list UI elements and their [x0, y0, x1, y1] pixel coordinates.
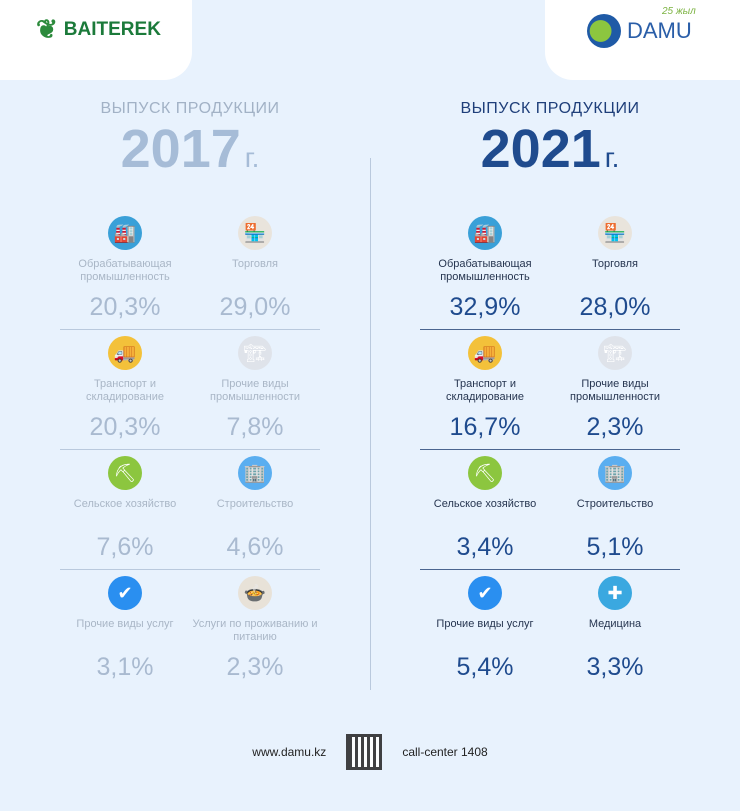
damu-card: DAMU 25 жыл [545, 0, 740, 80]
year-heading: 2017 г. [120, 119, 260, 179]
damu-logo: DAMU 25 жыл [587, 6, 696, 48]
stat-label: Торговля [232, 258, 278, 270]
stat-value: 5,4% [456, 653, 514, 681]
stat-value: 5,1% [586, 533, 644, 561]
stat-label: Обрабатывающая промышленность [438, 258, 532, 283]
stats-row: ✔ Прочие виды услуг 5,4% ✚ Медицина 3,3% [420, 570, 680, 690]
stat-value: 32,9% [449, 293, 521, 321]
stats-row: 🚚 Транспорт и складирование 20,3% 🏗 Проч… [60, 330, 320, 450]
baiterek-logo: ❦ BAITEREK [36, 14, 161, 44]
stat-label: Сельское хозяйство [433, 498, 537, 510]
factory-icon: 🏭 [108, 216, 142, 250]
stats-row: 🚚 Транспорт и складирование 16,7% 🏗 Проч… [420, 330, 680, 450]
stat-label: Транспорт и складирование [86, 378, 164, 403]
shop-icon: 🏪 [598, 216, 632, 250]
industry-icon: 🏗 [598, 336, 632, 370]
stat-value: 20,3% [89, 413, 161, 441]
stat-value: 3,4% [456, 533, 514, 561]
shop-icon: 🏪 [238, 216, 272, 250]
call-center: call-center 1408 [402, 745, 488, 759]
stat-cell: ✚ Медицина 3,3% [550, 570, 680, 690]
industry-icon: 🏗 [238, 336, 272, 370]
stat-label: Прочие виды промышленности [570, 378, 660, 403]
damu-emblem-icon [587, 14, 621, 48]
stat-value: 7,6% [96, 533, 154, 561]
stat-value: 3,3% [586, 653, 644, 681]
stat-value: 2,3% [226, 653, 284, 681]
stat-label: Прочие виды услуг [436, 618, 534, 630]
building-icon: 🏢 [238, 456, 272, 490]
stats-grid: 🏭 Обрабатывающая промышленность 20,3% 🏪 … [60, 210, 320, 690]
truck-icon: 🚚 [108, 336, 142, 370]
stat-label: Транспорт и складирование [446, 378, 524, 403]
stat-cell: ✔ Прочие виды услуг 3,1% [60, 570, 190, 690]
stat-value: 7,8% [226, 413, 284, 441]
stat-value: 28,0% [579, 293, 651, 321]
stat-cell: 🍲 Услуги по проживанию и питанию 2,3% [190, 570, 320, 690]
stats-row: ⛏ Сельское хозяйство 3,4% 🏢 Строительств… [420, 450, 680, 570]
stats-row: ✔ Прочие виды услуг 3,1% 🍲 Услуги по про… [60, 570, 320, 690]
stat-value: 2,3% [586, 413, 644, 441]
stat-cell: 🚚 Транспорт и складирование 20,3% [60, 330, 190, 449]
stat-cell: ⛏ Сельское хозяйство 3,4% [420, 450, 550, 569]
check-badge-icon: ✔ [108, 576, 142, 610]
check-badge-icon: ✔ [468, 576, 502, 610]
stat-label: Услуги по проживанию и питанию [192, 618, 318, 643]
stat-cell: 🏗 Прочие виды промышленности 2,3% [550, 330, 680, 449]
stats-row: ⛏ Сельское хозяйство 7,6% 🏢 Строительств… [60, 450, 320, 570]
stat-cell: ⛏ Сельское хозяйство 7,6% [60, 450, 190, 569]
stat-label: Строительство [576, 498, 654, 510]
stat-cell: 🏢 Строительство 5,1% [550, 450, 680, 569]
stats-row: 🏭 Обрабатывающая промышленность 20,3% 🏪 … [60, 210, 320, 330]
shovel-icon: ⛏ [468, 456, 502, 490]
stat-cell: 🏪 Торговля 28,0% [550, 210, 680, 329]
stat-label: Прочие виды промышленности [210, 378, 300, 403]
website-link[interactable]: www.damu.kz [252, 745, 327, 759]
stat-cell: 🏗 Прочие виды промышленности 7,8% [190, 330, 320, 449]
shovel-icon: ⛏ [108, 456, 142, 490]
column-2021: ВЫПУСК ПРОДУКЦИИ 2021 г. 🏭 Обрабатывающая… [420, 100, 680, 681]
building-icon: 🏢 [598, 456, 632, 490]
stat-value: 16,7% [449, 413, 521, 441]
stats-grid: 🏭 Обрабатывающая промышленность 32,9% 🏪 … [420, 210, 680, 690]
qr-code-icon [346, 734, 383, 770]
stat-label: Прочие виды услуг [76, 618, 174, 630]
stat-label: Медицина [588, 618, 642, 630]
footer: www.damu.kz call-center 1408 [0, 734, 740, 770]
stat-value: 20,3% [89, 293, 161, 321]
stat-cell: 🚚 Транспорт и складирование 16,7% [420, 330, 550, 449]
column-divider [370, 158, 371, 690]
stat-label: Обрабатывающая промышленность [78, 258, 172, 283]
stat-cell: 🏪 Торговля 29,0% [190, 210, 320, 329]
truck-icon: 🚚 [468, 336, 502, 370]
column-2017: ВЫПУСК ПРОДУКЦИИ 2017 г. 🏭 Обрабатывающая… [60, 100, 320, 681]
factory-icon: 🏭 [468, 216, 502, 250]
subtitle: ВЫПУСК ПРОДУКЦИИ [460, 100, 640, 117]
food-icon: 🍲 [238, 576, 272, 610]
medicine-icon: ✚ [598, 576, 632, 610]
stat-value: 4,6% [226, 533, 284, 561]
stat-cell: 🏭 Обрабатывающая промышленность 32,9% [420, 210, 550, 329]
subtitle: ВЫПУСК ПРОДУКЦИИ [100, 100, 280, 117]
stat-value: 3,1% [96, 653, 154, 681]
stats-row: 🏭 Обрабатывающая промышленность 32,9% 🏪 … [420, 210, 680, 330]
stat-value: 29,0% [219, 293, 291, 321]
tree-icon: ❦ [36, 14, 58, 44]
year-heading: 2021 г. [480, 119, 620, 179]
stat-cell: ✔ Прочие виды услуг 5,4% [420, 570, 550, 690]
stat-label: Строительство [216, 498, 294, 510]
stat-label: Сельское хозяйство [73, 498, 177, 510]
baiterek-card: ❦ BAITEREK [0, 0, 192, 80]
stat-cell: 🏭 Обрабатывающая промышленность 20,3% [60, 210, 190, 329]
stat-cell: 🏢 Строительство 4,6% [190, 450, 320, 569]
stat-label: Торговля [592, 258, 638, 270]
